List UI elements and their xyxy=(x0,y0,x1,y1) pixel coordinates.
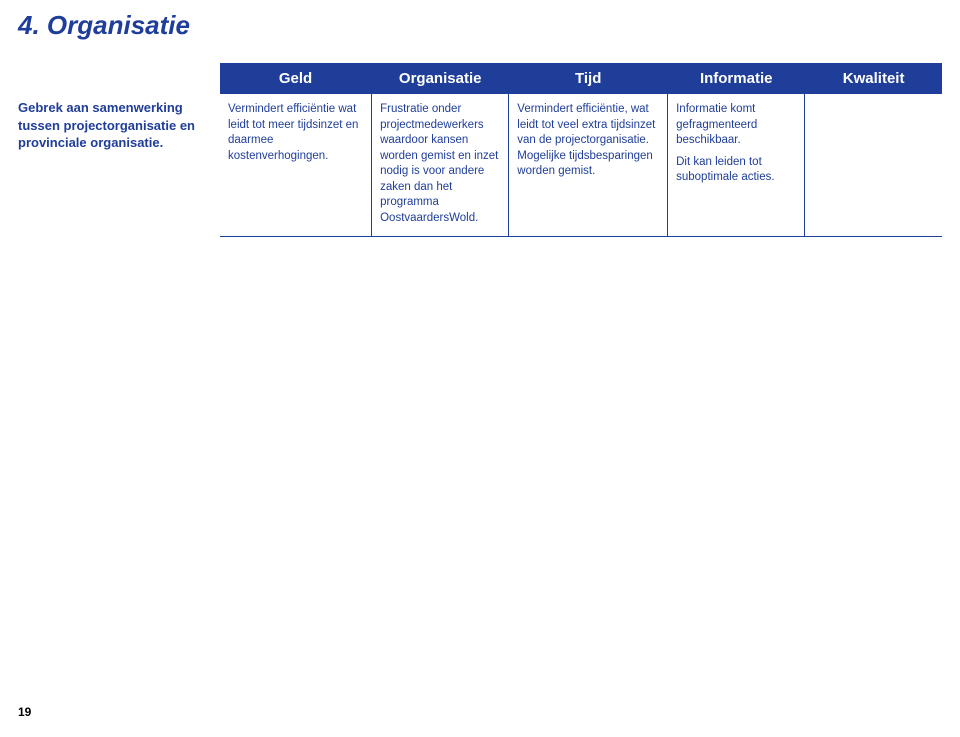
col-organisatie: Organisatie xyxy=(372,64,509,94)
cell-informatie: Informatie komt gefragmenteerd beschikba… xyxy=(668,94,805,237)
cell-informatie-p1: Informatie komt gefragmenteerd beschikba… xyxy=(676,102,796,149)
cell-informatie-p2: Dit kan leiden tot suboptimale acties. xyxy=(676,155,796,186)
cell-tijd: Vermindert efficiëntie, wat leidt tot ve… xyxy=(509,94,668,237)
col-tijd: Tijd xyxy=(509,64,668,94)
col-kwaliteit: Kwaliteit xyxy=(805,64,942,94)
risk-table: Geld Organisatie Tijd Informatie Kwalite… xyxy=(220,64,942,236)
page-number: 19 xyxy=(18,705,31,719)
cell-kwaliteit xyxy=(805,94,942,237)
cell-organisatie: Frustratie onder projectmedewerkers waar… xyxy=(372,94,509,237)
content-row: Gebrek aan samenwerking tussen projector… xyxy=(18,63,942,237)
section-title: 4. Organisatie xyxy=(18,10,942,41)
row-label: Gebrek aan samenwerking tussen projector… xyxy=(18,63,220,152)
cell-geld: Vermindert efficiëntie wat leidt tot mee… xyxy=(220,94,372,237)
table-row: Vermindert efficiëntie wat leidt tot mee… xyxy=(220,94,942,237)
col-geld: Geld xyxy=(220,64,372,94)
col-informatie: Informatie xyxy=(668,64,805,94)
table-header-row: Geld Organisatie Tijd Informatie Kwalite… xyxy=(220,64,942,94)
table-wrap: Geld Organisatie Tijd Informatie Kwalite… xyxy=(220,63,942,237)
